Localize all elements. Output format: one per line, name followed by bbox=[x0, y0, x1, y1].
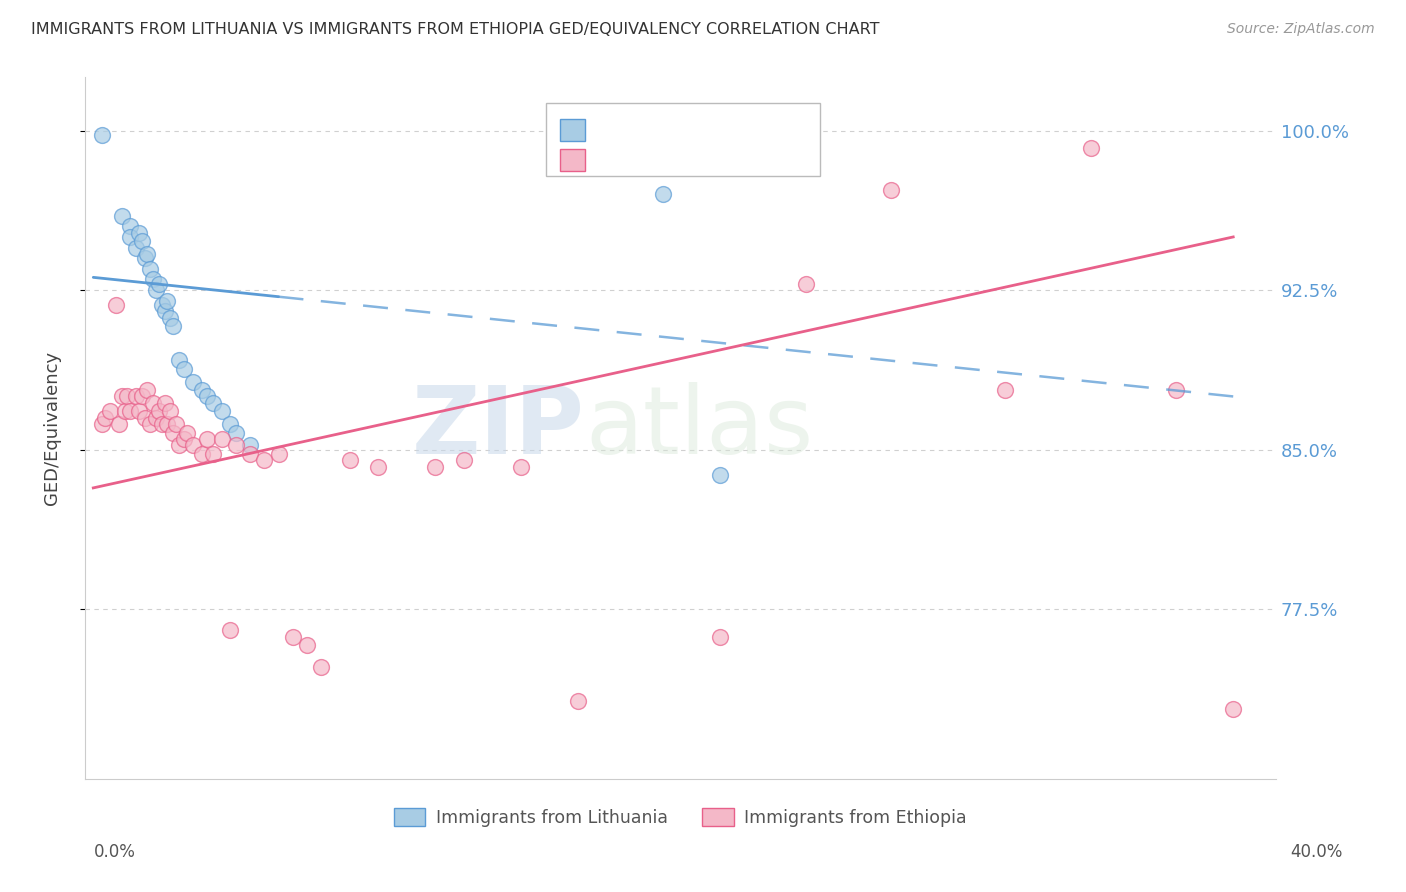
Text: R =: R = bbox=[599, 119, 637, 136]
Point bbox=[100, 404, 122, 418]
Point bbox=[125, 241, 148, 255]
Point bbox=[295, 638, 318, 652]
Point bbox=[120, 219, 142, 234]
Point bbox=[181, 375, 204, 389]
Point bbox=[195, 389, 218, 403]
Point bbox=[994, 383, 1017, 397]
Point bbox=[709, 468, 731, 483]
Point bbox=[150, 298, 173, 312]
Point bbox=[1222, 702, 1244, 716]
Point bbox=[173, 432, 195, 446]
Point bbox=[239, 438, 262, 452]
Point bbox=[309, 659, 332, 673]
Point bbox=[190, 447, 212, 461]
Point bbox=[709, 630, 731, 644]
Point bbox=[201, 447, 224, 461]
Point bbox=[162, 425, 184, 440]
Legend: Immigrants from Lithuania, Immigrants from Ethiopia: Immigrants from Lithuania, Immigrants fr… bbox=[387, 801, 973, 834]
Point bbox=[225, 425, 247, 440]
Point bbox=[181, 438, 204, 452]
Text: ZIP: ZIP bbox=[412, 383, 585, 475]
Point bbox=[136, 383, 159, 397]
Point bbox=[150, 417, 173, 431]
Point bbox=[425, 459, 447, 474]
Text: N =: N = bbox=[714, 119, 763, 136]
Point bbox=[156, 293, 179, 308]
Text: 53: 53 bbox=[756, 149, 780, 167]
Text: atlas: atlas bbox=[585, 383, 813, 475]
Text: 30: 30 bbox=[756, 119, 780, 136]
Point bbox=[139, 261, 162, 276]
Point bbox=[225, 438, 247, 452]
Point bbox=[90, 128, 112, 142]
Point bbox=[142, 272, 165, 286]
Point bbox=[190, 383, 212, 397]
Point bbox=[176, 425, 198, 440]
Point bbox=[145, 410, 167, 425]
Point bbox=[136, 247, 159, 261]
Point bbox=[167, 438, 190, 452]
Point bbox=[111, 389, 134, 403]
Text: -0.090: -0.090 bbox=[638, 119, 700, 136]
Point bbox=[128, 404, 150, 418]
Text: IMMIGRANTS FROM LITHUANIA VS IMMIGRANTS FROM ETHIOPIA GED/EQUIVALENCY CORRELATIO: IMMIGRANTS FROM LITHUANIA VS IMMIGRANTS … bbox=[31, 22, 879, 37]
Point bbox=[219, 624, 242, 638]
Point bbox=[173, 361, 195, 376]
Text: 0.311: 0.311 bbox=[638, 149, 693, 167]
Point bbox=[114, 404, 136, 418]
Point bbox=[880, 183, 903, 197]
Point bbox=[367, 459, 389, 474]
Point bbox=[167, 353, 190, 368]
Point bbox=[165, 417, 187, 431]
Y-axis label: GED/Equivalency: GED/Equivalency bbox=[44, 351, 60, 506]
Point bbox=[93, 410, 115, 425]
Point bbox=[148, 277, 170, 291]
Point bbox=[156, 417, 179, 431]
Point bbox=[105, 298, 128, 312]
Point bbox=[148, 404, 170, 418]
Point bbox=[125, 389, 148, 403]
Point bbox=[131, 234, 153, 248]
Text: 40.0%: 40.0% bbox=[1291, 843, 1343, 861]
Point bbox=[134, 251, 156, 265]
Point bbox=[117, 389, 139, 403]
Point bbox=[111, 209, 134, 223]
Point bbox=[211, 404, 233, 418]
Point bbox=[239, 447, 262, 461]
Point bbox=[162, 319, 184, 334]
Point bbox=[567, 693, 589, 707]
Point bbox=[211, 432, 233, 446]
Text: N =: N = bbox=[714, 149, 763, 167]
Point bbox=[453, 453, 475, 467]
Point bbox=[131, 389, 153, 403]
Point bbox=[139, 417, 162, 431]
Point bbox=[267, 447, 290, 461]
Point bbox=[253, 453, 276, 467]
Point bbox=[339, 453, 361, 467]
Point bbox=[142, 396, 165, 410]
Point bbox=[128, 226, 150, 240]
Point bbox=[219, 417, 242, 431]
Point bbox=[153, 304, 176, 318]
Text: 0.0%: 0.0% bbox=[94, 843, 136, 861]
Text: R =: R = bbox=[599, 149, 643, 167]
Point bbox=[153, 396, 176, 410]
Point bbox=[159, 404, 181, 418]
Point bbox=[281, 630, 304, 644]
Point bbox=[90, 417, 112, 431]
Point bbox=[134, 410, 156, 425]
Point bbox=[794, 277, 817, 291]
Point bbox=[1166, 383, 1188, 397]
Point bbox=[108, 417, 131, 431]
Point bbox=[120, 404, 142, 418]
Point bbox=[201, 396, 224, 410]
Point bbox=[120, 230, 142, 244]
Point bbox=[1080, 140, 1102, 154]
Point bbox=[509, 459, 531, 474]
Point bbox=[195, 432, 218, 446]
Point bbox=[159, 310, 181, 325]
Text: Source: ZipAtlas.com: Source: ZipAtlas.com bbox=[1227, 22, 1375, 37]
Point bbox=[652, 187, 675, 202]
Point bbox=[145, 283, 167, 297]
